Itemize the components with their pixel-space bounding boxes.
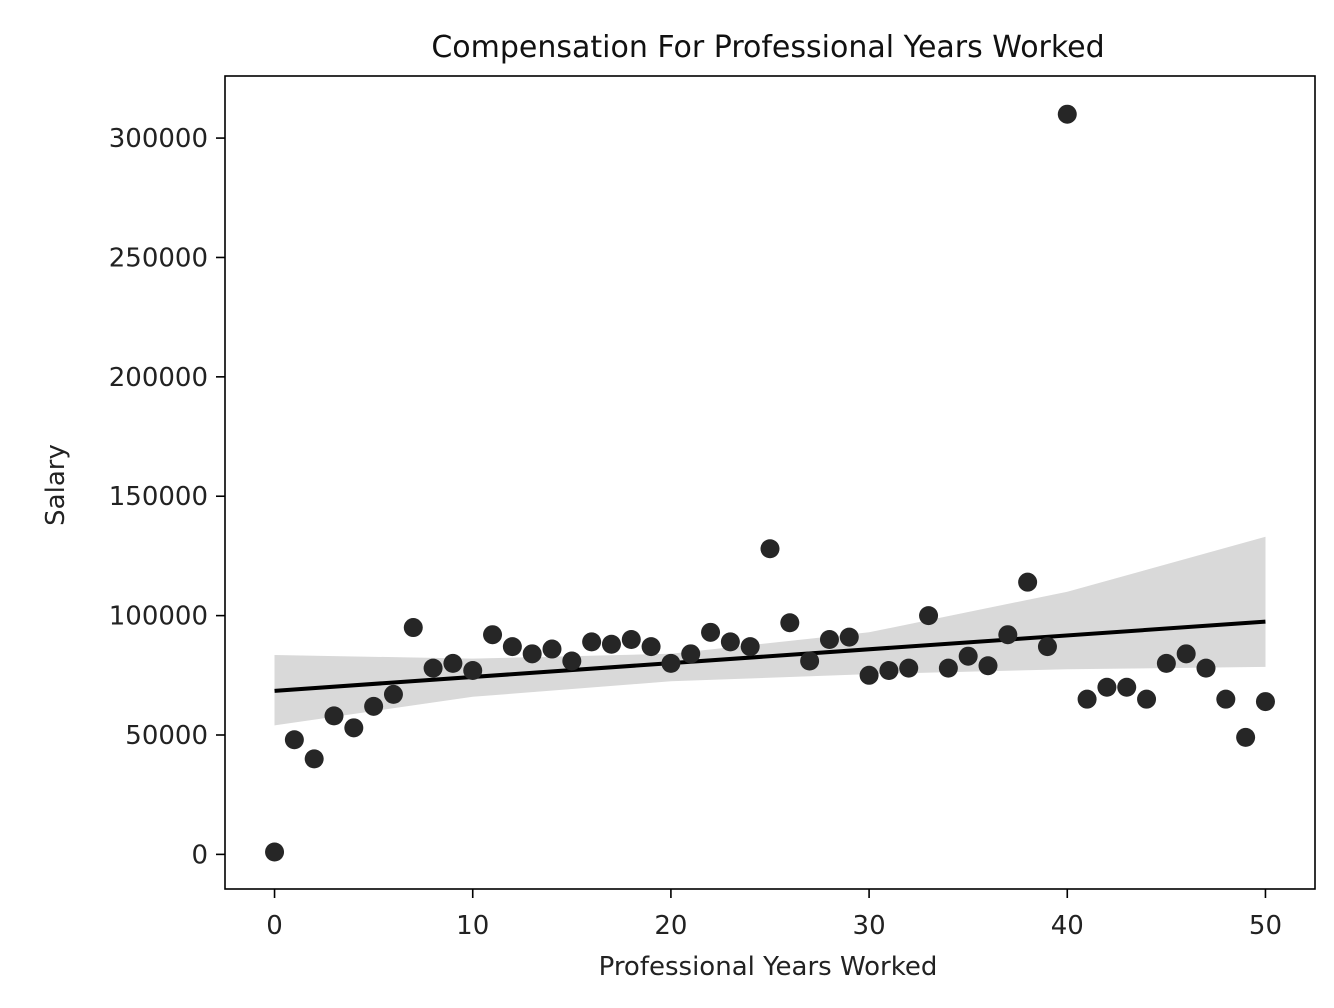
- scatter-point: [780, 613, 800, 633]
- scatter-point: [1156, 653, 1176, 673]
- scatter-point: [601, 634, 621, 654]
- scatter-point: [800, 651, 820, 671]
- scatter-point: [1216, 689, 1236, 709]
- x-tick-label: 30: [853, 911, 886, 941]
- scatter-point: [1255, 692, 1275, 712]
- x-axis-ticks: 0 10 20 30 40 50: [266, 889, 1282, 941]
- scatter-point: [522, 644, 542, 664]
- x-axis-title: Professional Years Worked: [599, 952, 938, 982]
- scatter-point: [661, 653, 681, 673]
- scatter-point: [1196, 658, 1216, 678]
- scatter-point: [899, 658, 919, 678]
- scatter-point: [265, 842, 285, 862]
- scatter-point: [938, 658, 958, 678]
- x-tick-label: 0: [266, 911, 283, 941]
- scatter-point: [760, 539, 780, 559]
- scatter-point: [1037, 637, 1057, 657]
- scatter-point: [740, 637, 760, 657]
- scatter-point: [483, 625, 503, 645]
- scatter-point: [1057, 104, 1077, 124]
- scatter-point: [1117, 677, 1137, 697]
- scatter-point: [502, 637, 522, 657]
- scatter-point: [641, 637, 661, 657]
- scatter-point: [1236, 727, 1256, 747]
- y-tick-label: 300000: [109, 124, 208, 154]
- scatter-point: [720, 632, 740, 652]
- confidence-band: [274, 536, 1266, 726]
- scatter-point: [701, 622, 721, 642]
- scatter-point: [1137, 689, 1157, 709]
- scatter-point: [621, 629, 641, 649]
- scatter-point: [1077, 689, 1097, 709]
- scatter-point: [364, 696, 384, 716]
- scatter-point: [423, 658, 443, 678]
- scatter-point: [403, 618, 423, 638]
- scatter-point: [582, 632, 602, 652]
- scatter-point: [839, 627, 859, 647]
- scatter-point: [681, 644, 701, 664]
- x-tick-label: 10: [456, 911, 489, 941]
- scatter-point: [542, 639, 562, 659]
- scatter-point: [304, 749, 324, 769]
- scatter-point: [859, 665, 879, 685]
- scatter-point: [383, 684, 403, 704]
- chart-title: Compensation For Professional Years Work…: [431, 30, 1104, 65]
- scatter-point: [344, 718, 364, 738]
- y-axis-ticks: 0 50000 100000 150000 200000 250000 300000: [109, 124, 225, 870]
- regression-line: [274, 619, 1266, 693]
- scatter-point: [1097, 677, 1117, 697]
- y-axis-title: Salary: [41, 444, 71, 526]
- x-tick-label: 50: [1249, 911, 1282, 941]
- y-tick-label: 0: [191, 840, 208, 870]
- y-tick-label: 50000: [125, 721, 208, 751]
- scatter-point: [998, 625, 1018, 645]
- regression-line-layer: [274, 619, 1266, 693]
- x-tick-label: 20: [654, 911, 687, 941]
- scatter-points-layer: [265, 104, 1275, 862]
- y-tick-label: 150000: [109, 482, 208, 512]
- x-tick-label: 40: [1051, 911, 1084, 941]
- scatter-point: [879, 661, 899, 681]
- scatter-point: [284, 730, 304, 750]
- scatter-point: [1176, 644, 1196, 664]
- plot-frame: [224, 75, 1316, 890]
- y-tick-label: 100000: [109, 602, 208, 632]
- scatter-point: [819, 629, 839, 649]
- scatter-point: [443, 653, 463, 673]
- scatter-point: [919, 606, 939, 626]
- confidence-band-layer: [274, 536, 1266, 726]
- scatter-point: [562, 651, 582, 671]
- scatter-point: [463, 661, 483, 681]
- y-tick-label: 200000: [109, 363, 208, 393]
- scatter-point: [1018, 572, 1038, 592]
- scatter-point: [324, 706, 344, 726]
- scatter-point: [978, 656, 998, 676]
- scatter-point: [958, 646, 978, 666]
- y-tick-label: 250000: [109, 243, 208, 273]
